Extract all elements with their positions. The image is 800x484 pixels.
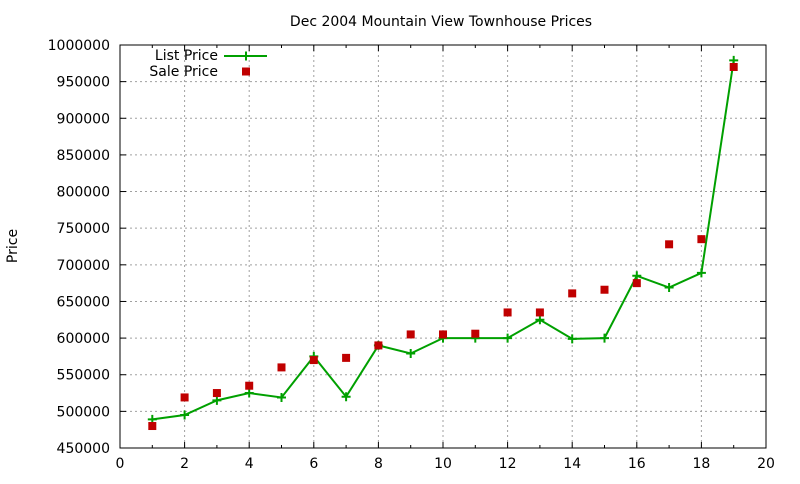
list-price-point [632, 271, 642, 281]
list-price-point [696, 268, 706, 278]
y-tick-label: 600000 [57, 331, 110, 347]
sale-price-point [665, 240, 674, 249]
y-tick-label: 800000 [57, 185, 110, 201]
list-price-point [180, 410, 190, 420]
x-tick-label: 8 [374, 456, 383, 472]
sale-price-point [406, 330, 415, 339]
y-tick-label: 500000 [57, 404, 110, 420]
sale-price-point [309, 356, 318, 365]
x-tick-label: 20 [757, 456, 775, 472]
x-tick-label: 0 [116, 456, 125, 472]
x-tick-label: 12 [499, 456, 517, 472]
y-tick-label: 950000 [57, 75, 110, 91]
y-tick-label: 450000 [57, 441, 110, 457]
list-price-point [341, 392, 351, 402]
x-tick-label: 6 [309, 456, 318, 472]
legend-label-list-price: List Price [155, 48, 218, 64]
y-tick-label: 1000000 [48, 38, 110, 54]
list-price-point [406, 348, 416, 358]
list-price-point [535, 315, 545, 325]
x-tick-label: 2 [180, 456, 189, 472]
sale-price-point [568, 289, 577, 298]
list-price-point [567, 334, 577, 344]
y-axis-label: Price [5, 229, 21, 263]
list-price-point [664, 283, 674, 293]
sale-price-point [729, 62, 738, 71]
x-tick-label: 18 [692, 456, 710, 472]
list-price-point [503, 333, 513, 343]
legend-label-sale-price: Sale Price [149, 64, 218, 80]
legend: List Price Sale Price [149, 48, 267, 80]
series-layer [147, 55, 739, 431]
sale-price-point [180, 393, 189, 402]
legend-marker-sale-price [242, 67, 250, 76]
axis-ticks: 0 2 4 6 8 10 12 14 16 18 20 450000 500000 550000 60000… [48, 38, 775, 472]
sale-price-point [342, 353, 351, 362]
list-price-point [212, 395, 222, 405]
x-tick-label: 10 [434, 456, 452, 472]
sale-price-point [212, 389, 221, 398]
y-tick-label: 650000 [57, 294, 110, 310]
sale-price-point [697, 235, 706, 244]
y-tick-label: 550000 [57, 368, 110, 384]
y-tick-label: 750000 [57, 221, 110, 237]
legend-marker-list-price [241, 51, 251, 61]
sale-price-point [374, 341, 383, 350]
sale-price-point [600, 285, 609, 294]
y-tick-label: 700000 [57, 258, 110, 274]
list-price-point [277, 392, 286, 402]
y-tick-label: 900000 [57, 111, 110, 127]
sale-price-point [148, 422, 157, 431]
sale-price-point [245, 381, 254, 390]
sale-price-point [471, 329, 480, 338]
sale-price-point [503, 308, 512, 317]
x-tick-label: 4 [245, 456, 254, 472]
x-tick-label: 14 [563, 456, 581, 472]
sale-price-point [439, 330, 447, 339]
list-price-point [244, 388, 254, 398]
sale-price-point [535, 308, 544, 317]
x-tick-label: 16 [628, 456, 646, 472]
sale-price-point [632, 279, 641, 288]
y-tick-label: 850000 [57, 148, 110, 164]
grid [120, 45, 766, 448]
list-price-point [600, 333, 609, 343]
sale-price-point [277, 363, 286, 372]
chart-title: Dec 2004 Mountain View Townhouse Prices [290, 14, 592, 30]
